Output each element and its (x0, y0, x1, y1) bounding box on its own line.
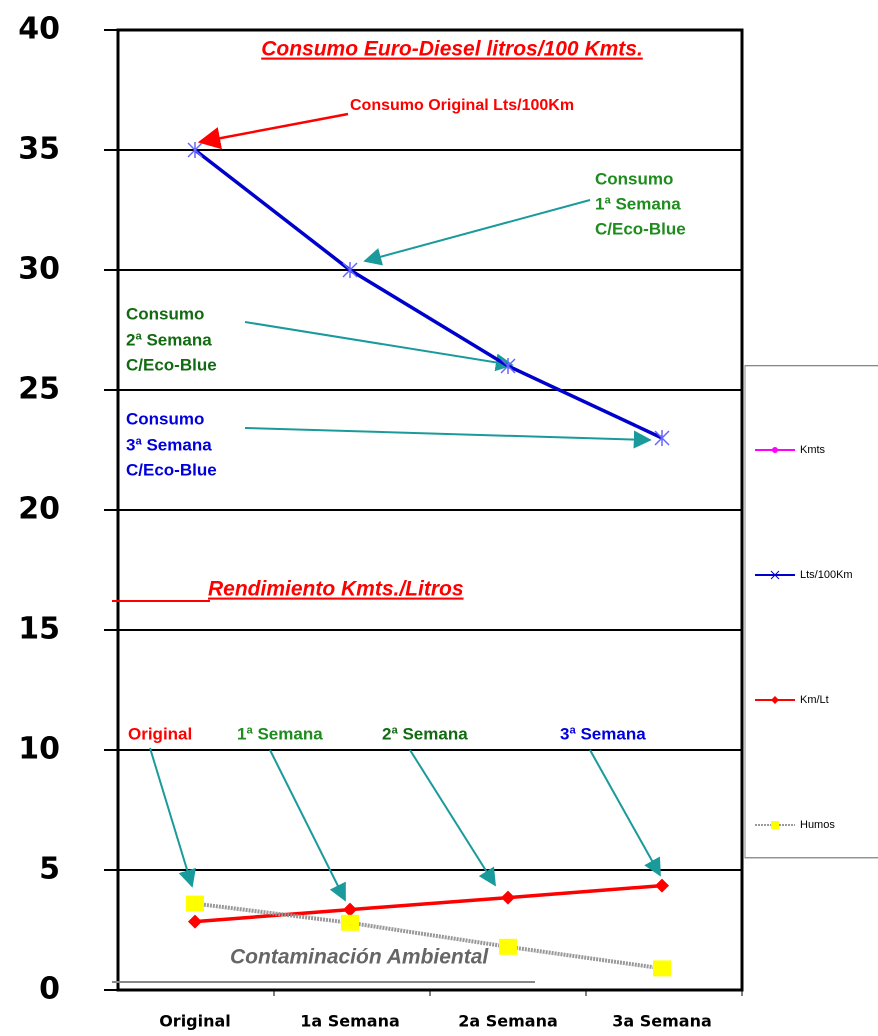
x-tick-label: 2a Semana (458, 1012, 558, 1031)
y-tick-label: 25 (18, 372, 60, 407)
legend-label: Humos (800, 819, 835, 831)
arrow (269, 749, 346, 902)
y-tick-label: 30 (18, 252, 60, 287)
marker (655, 878, 669, 893)
annotation: 1ª Semana (595, 194, 681, 213)
legend-marker (770, 570, 780, 580)
annotation: Consumo (126, 304, 204, 323)
x-tick-label: 3a Semana (612, 1012, 712, 1031)
series-line (193, 148, 663, 440)
y-tick-label: 20 (18, 492, 60, 527)
annotation: Consumo Original Lts/100Km (350, 97, 574, 114)
x-tick-label: Original (159, 1012, 231, 1031)
arrow (149, 747, 196, 888)
arrow (409, 749, 496, 887)
marker (654, 430, 670, 446)
annotation: C/Eco-Blue (126, 460, 217, 479)
annotation: Original (128, 724, 192, 743)
marker (501, 890, 515, 905)
series-line (194, 901, 663, 971)
arrow (363, 199, 591, 266)
series-line (194, 883, 663, 924)
marker (342, 262, 358, 278)
legend-label: Lts/100Km (800, 569, 853, 581)
marker (187, 142, 203, 158)
legend-marker (772, 447, 778, 453)
annotation: 2ª Semana (382, 724, 468, 743)
annotation: 3ª Semana (126, 435, 212, 454)
marker (188, 914, 202, 929)
marker (499, 938, 517, 955)
legend-marker (771, 821, 779, 829)
annotation: Consumo (595, 169, 673, 188)
y-tick-label: 40 (18, 12, 60, 47)
annotation: 2ª Semana (126, 330, 212, 349)
annotation: 3ª Semana (560, 724, 646, 743)
legend-marker (771, 696, 779, 704)
y-tick-label: 35 (18, 132, 60, 167)
annotation: 1ª Semana (237, 724, 323, 743)
arrow (197, 112, 349, 150)
annotation: Rendimiento Kmts./Litros (208, 578, 464, 601)
legend-label: Km/Lt (800, 694, 829, 706)
marks (186, 142, 671, 977)
marker (500, 358, 516, 374)
arrow (589, 749, 661, 877)
arrow (244, 427, 652, 449)
marker (653, 960, 671, 977)
marker (343, 902, 357, 917)
annotation: Consumo (126, 409, 204, 428)
marker (186, 895, 204, 912)
marker (341, 914, 359, 931)
legend-label: Kmts (800, 444, 826, 456)
legend-box (744, 364, 878, 859)
y-tick-label: 0 (39, 972, 60, 1007)
arrow (244, 321, 514, 372)
y-tick-label: 5 (39, 852, 60, 887)
y-tick-label: 10 (18, 732, 60, 767)
x-tick-label: 1a Semana (300, 1012, 400, 1031)
annotation: C/Eco-Blue (126, 355, 217, 374)
annotation: Contaminación Ambiental (230, 946, 489, 969)
y-tick-label: 15 (18, 612, 60, 647)
annotation: C/Eco-Blue (595, 219, 686, 238)
chart-title: Consumo Euro-Diesel litros/100 Kmts. (261, 38, 643, 61)
